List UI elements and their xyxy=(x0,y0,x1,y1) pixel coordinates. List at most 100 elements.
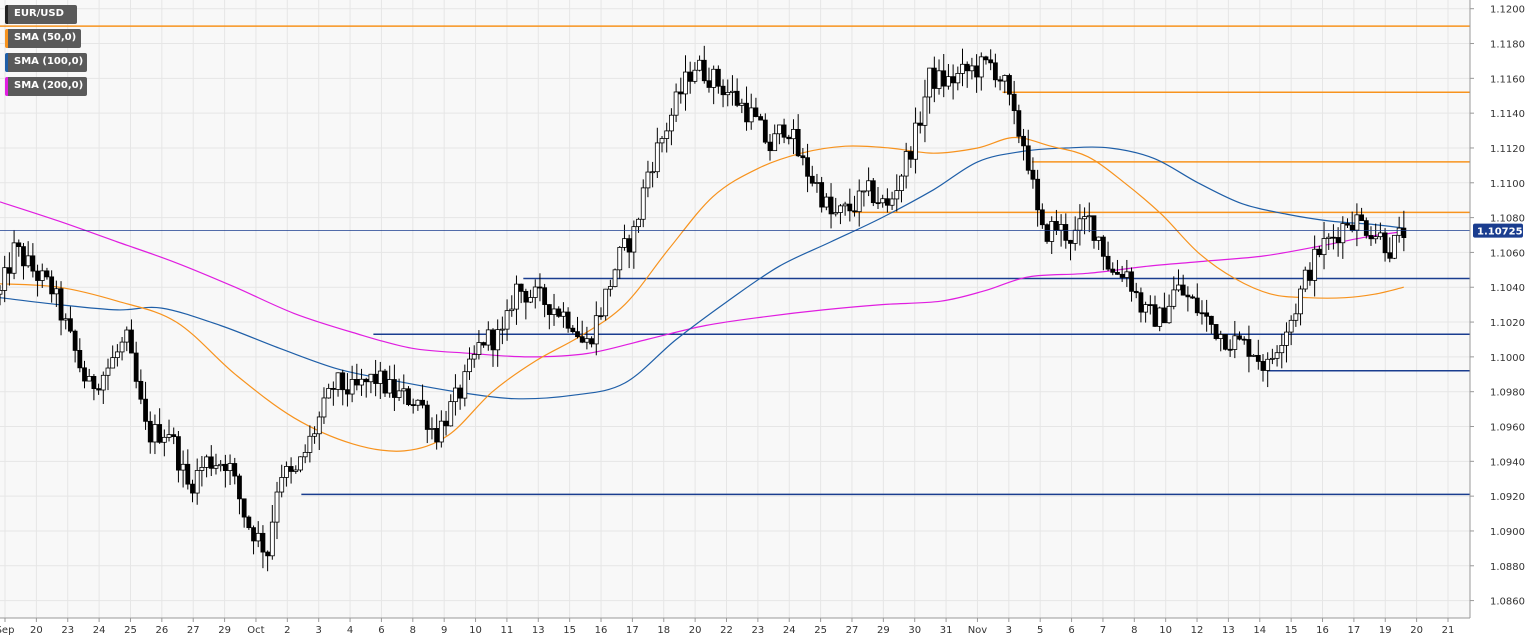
candle-bullish xyxy=(509,308,515,312)
candle-bearish xyxy=(265,551,271,557)
candle-bullish xyxy=(969,65,975,72)
candle-bullish xyxy=(119,341,125,353)
candle-bullish xyxy=(326,387,332,399)
candle-bearish xyxy=(523,290,529,303)
candle-bearish xyxy=(1129,271,1134,292)
candle-bullish xyxy=(1288,319,1294,333)
candle-bearish xyxy=(1237,335,1242,340)
candle-bullish xyxy=(960,63,965,74)
candle-bearish xyxy=(44,270,50,278)
candle-bullish xyxy=(946,76,951,87)
candle-bullish xyxy=(528,297,533,303)
candle-bearish xyxy=(58,288,64,321)
candle-bearish xyxy=(330,387,336,390)
legend-item-label: SMA (50,0) xyxy=(14,32,77,43)
candle-bullish xyxy=(124,329,130,343)
y-tick-label: 1.1060 xyxy=(1490,248,1525,259)
current-price-tag-bg xyxy=(1473,223,1523,238)
candle-bearish xyxy=(49,276,55,295)
candle-bearish xyxy=(222,463,228,472)
candle-bearish xyxy=(481,342,487,346)
candle-bearish xyxy=(72,330,78,351)
candle-bearish xyxy=(706,80,712,88)
x-tick-label: 16 xyxy=(595,625,608,636)
candle-bullish xyxy=(1166,305,1172,324)
candle-bearish xyxy=(1316,248,1322,256)
candle-bearish xyxy=(354,378,360,386)
candle-bullish xyxy=(889,198,895,206)
candle-bullish xyxy=(213,465,219,469)
candle-bearish xyxy=(1105,255,1111,270)
x-tick-label: 20 xyxy=(689,625,702,636)
y-tick-label: 1.1080 xyxy=(1490,214,1525,225)
candle-bullish xyxy=(514,283,519,310)
candle-bearish xyxy=(875,202,881,205)
candle-bearish xyxy=(1260,361,1266,371)
grid xyxy=(0,0,1470,618)
candle-bearish xyxy=(626,238,632,253)
candle-bullish xyxy=(532,286,538,298)
candle-bearish xyxy=(1227,348,1233,351)
candle-bearish xyxy=(753,107,759,117)
candle-bullish xyxy=(593,315,599,345)
candle-bearish xyxy=(68,318,73,332)
candle-bearish xyxy=(1180,284,1186,296)
candle-bearish xyxy=(941,70,947,87)
candle-bullish xyxy=(814,182,820,184)
y-tick-label: 1.1200 xyxy=(1490,5,1525,16)
candle-bullish xyxy=(1157,307,1163,327)
candle-bullish xyxy=(640,187,646,220)
y-tick-label: 1.1020 xyxy=(1490,318,1525,329)
candle-bearish xyxy=(964,63,970,72)
candle-bearish xyxy=(687,71,693,82)
candle-bullish xyxy=(955,72,961,84)
x-tick-label: 26 xyxy=(155,625,168,636)
x-tick-label: 6 xyxy=(1068,625,1074,636)
candle-bullish xyxy=(194,470,200,494)
candle-bullish xyxy=(842,203,848,207)
candle-bullish xyxy=(617,247,623,271)
candle-bearish xyxy=(208,456,214,469)
candle-bearish xyxy=(974,65,979,78)
candle-bullish xyxy=(1392,234,1397,259)
candle-bearish xyxy=(917,122,923,126)
candle-bullish xyxy=(664,130,670,139)
candle-bearish xyxy=(1223,334,1228,350)
candle-bearish xyxy=(1011,93,1017,112)
candle-bearish xyxy=(570,327,576,333)
candle-bearish xyxy=(1138,292,1144,313)
legend-item[interactable]: SMA (50,0) xyxy=(5,29,81,48)
candle-bearish xyxy=(260,532,266,553)
candle-bearish xyxy=(1335,237,1341,244)
x-tick-label: 27 xyxy=(846,625,859,636)
candle-bearish xyxy=(147,420,153,443)
candle-bullish xyxy=(279,477,285,493)
candle-bearish xyxy=(1007,75,1012,95)
candle-bullish xyxy=(1293,313,1299,321)
candle-bearish xyxy=(575,331,580,338)
candle-bullish xyxy=(551,308,557,315)
candle-bullish xyxy=(856,190,862,213)
candle-bearish xyxy=(30,255,36,272)
x-tick-label: 23 xyxy=(752,625,765,636)
candle-bearish xyxy=(1115,271,1120,275)
legend-item[interactable]: SMA (100,0) xyxy=(5,53,87,72)
candle-bullish xyxy=(0,290,3,295)
x-tick-label: 22 xyxy=(720,625,733,636)
candle-bullish xyxy=(1086,215,1092,218)
candle-bullish xyxy=(922,96,928,126)
y-tick-label: 1.0860 xyxy=(1490,597,1525,608)
legend-item[interactable]: EUR/USD xyxy=(5,5,77,24)
candle-bearish xyxy=(678,91,684,95)
candle-bullish xyxy=(321,397,327,418)
legend-item[interactable]: SMA (200,0) xyxy=(5,77,87,96)
candle-bearish xyxy=(1368,235,1374,240)
candle-bearish xyxy=(82,367,87,382)
candle-bearish xyxy=(1039,209,1045,226)
candle-bullish xyxy=(255,532,261,542)
candle-bearish xyxy=(800,155,806,159)
candle-bullish xyxy=(180,463,186,471)
candle-bullish xyxy=(561,311,566,317)
candle-bearish xyxy=(1091,215,1097,241)
